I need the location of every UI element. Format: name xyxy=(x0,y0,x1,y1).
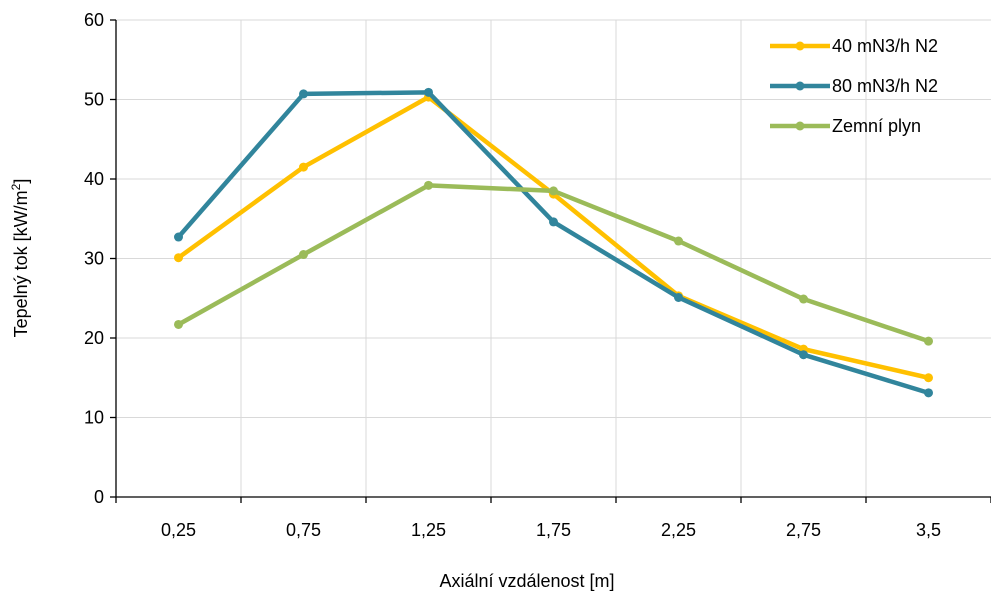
legend-swatch-marker xyxy=(795,41,805,51)
data-point xyxy=(549,217,558,227)
x-tick-label: 0,75 xyxy=(286,520,321,540)
data-point xyxy=(799,294,808,304)
data-point xyxy=(549,186,558,196)
y-tick-label: 60 xyxy=(84,10,104,30)
y-tick-label: 20 xyxy=(84,328,104,348)
series-line xyxy=(176,183,931,344)
series-lines xyxy=(174,87,933,398)
legend-label: 80 mN3/h N2 xyxy=(832,76,938,96)
legend: 40 mN3/h N2 80 mN3/h N2 Zemní plyn xyxy=(770,36,938,136)
y-tick-label: 40 xyxy=(84,169,104,189)
y-axis-title: Tepelný tok [kW/m2] xyxy=(9,179,31,338)
data-point xyxy=(299,162,308,172)
series-line xyxy=(176,90,931,396)
legend-swatch-marker xyxy=(795,81,805,91)
data-point xyxy=(174,253,183,263)
x-tick-label: 2,25 xyxy=(661,520,696,540)
data-point xyxy=(174,232,183,242)
data-point xyxy=(424,87,433,97)
x-axis-title: Axiální vzdálenost [m] xyxy=(439,571,614,591)
y-tick-label: 50 xyxy=(84,90,104,110)
y-axis-title-end: ] xyxy=(11,179,31,184)
legend-label: Zemní plyn xyxy=(832,116,921,136)
x-tick-label: 0,25 xyxy=(161,520,196,540)
legend-swatch-marker xyxy=(795,121,805,131)
gridlines xyxy=(116,19,991,497)
data-point xyxy=(299,89,308,99)
series-80-mn3-h-n2 xyxy=(174,87,933,398)
axes xyxy=(110,19,991,503)
x-tick-labels: 0,25 0,75 1,25 1,75 2,25 2,75 3,5 xyxy=(161,520,941,540)
data-point xyxy=(924,388,933,398)
x-tick-label: 3,5 xyxy=(916,520,941,540)
series-40-mn3-h-n2 xyxy=(174,92,933,383)
series-line xyxy=(176,94,931,380)
data-point xyxy=(174,319,183,329)
legend-label: 40 mN3/h N2 xyxy=(832,36,938,56)
y-tick-label: 10 xyxy=(84,408,104,428)
x-tick-label: 1,25 xyxy=(411,520,446,540)
data-point xyxy=(924,336,933,346)
x-tick-label: 2,75 xyxy=(786,520,821,540)
series-zemn-plyn xyxy=(174,180,933,346)
y-tick-label: 0 xyxy=(94,487,104,507)
y-axis-title-sup: 2 xyxy=(9,183,23,190)
data-point xyxy=(799,350,808,360)
data-point xyxy=(674,292,683,302)
data-point xyxy=(924,373,933,383)
data-point xyxy=(299,250,308,260)
y-axis-title-main: Tepelný tok [kW/m xyxy=(11,190,31,337)
y-tick-labels: 0 10 20 30 40 50 60 xyxy=(84,10,104,507)
data-point xyxy=(674,236,683,246)
y-tick-label: 30 xyxy=(84,249,104,269)
data-point xyxy=(424,180,433,190)
x-tick-label: 1,75 xyxy=(536,520,571,540)
